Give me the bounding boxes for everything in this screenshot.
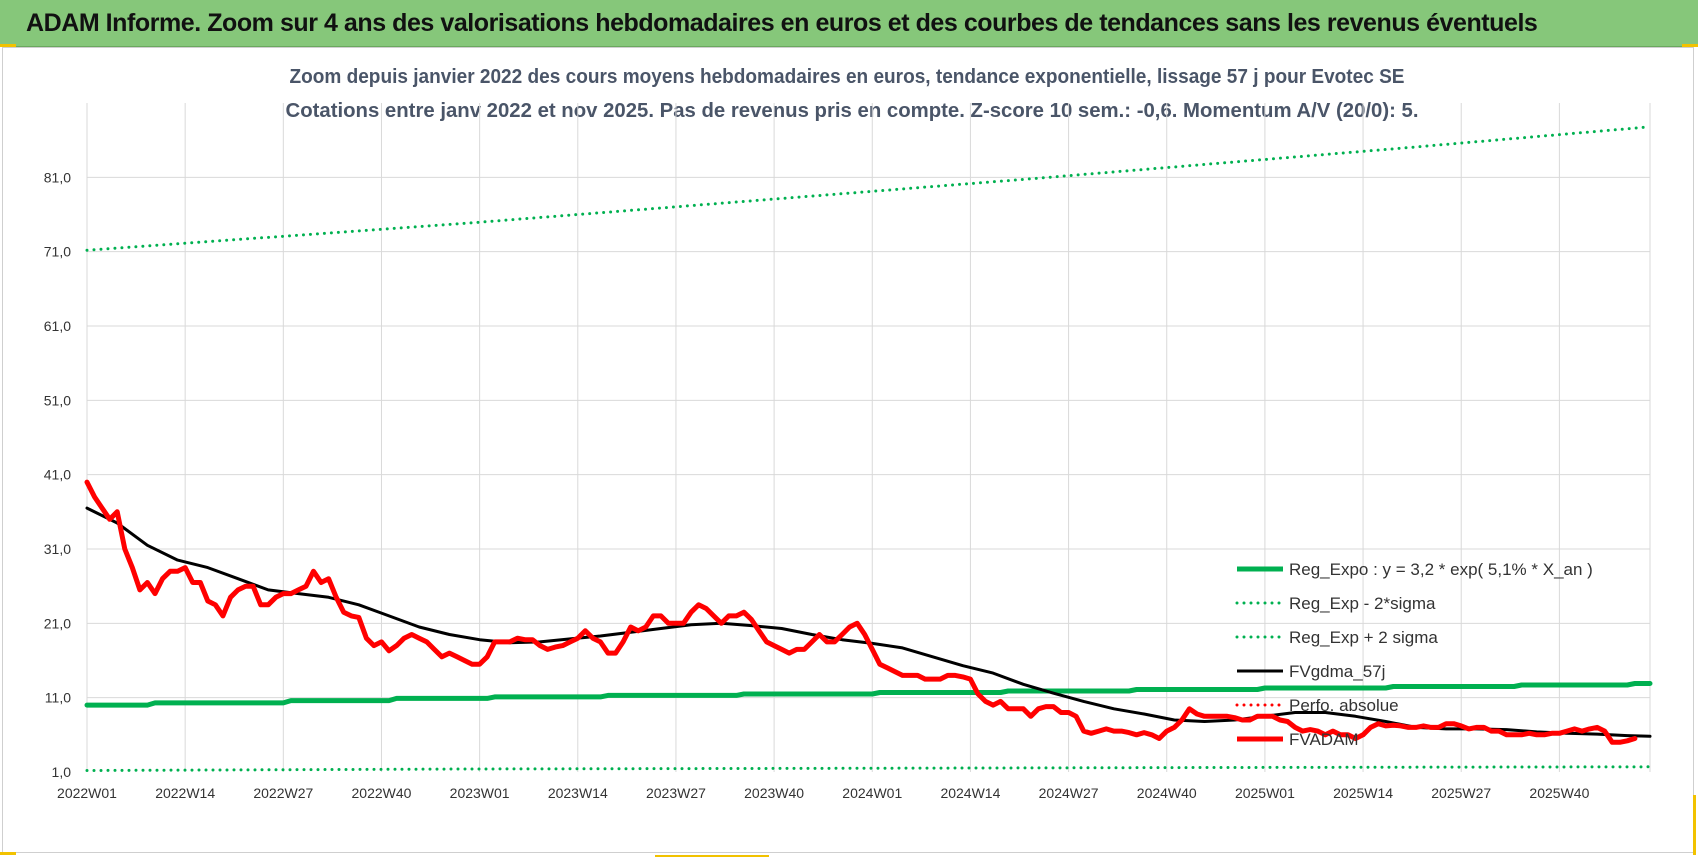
x-tick-label: 2022W27 [253, 785, 313, 801]
x-tick-label: 2024W40 [1137, 785, 1197, 801]
x-tick-label: 2022W01 [57, 785, 117, 801]
y-tick-label: 11,0 [45, 690, 71, 706]
legend-label: Reg_Exp + 2 sigma [1289, 628, 1438, 647]
axis-labels: 1,0 11,0 21,0 31,0 41,0 51,0 61,0 71,0 81,0 2022W… [44, 169, 1590, 801]
x-tick-label: 2025W01 [1235, 785, 1295, 801]
x-tick-label: 2023W01 [450, 785, 510, 801]
series-line-5 [84, 479, 1638, 745]
x-tick-label: 2022W40 [352, 785, 412, 801]
y-tick-label: 31,0 [44, 541, 71, 557]
x-tick-label: 2025W14 [1333, 785, 1393, 801]
banner-title: ADAM Informe. Zoom sur 4 ans des valoris… [26, 9, 1538, 37]
corner-marker [0, 44, 16, 47]
header-banner: ADAM Informe. Zoom sur 4 ans des valoris… [0, 0, 1698, 47]
series-line-1 [85, 765, 1652, 772]
legend: Reg_Expo : y = 3,2 * exp( 5,1% * X_an ) R… [1235, 560, 1593, 749]
x-tick-label: 2023W40 [744, 785, 804, 801]
x-tick-label: 2024W27 [1039, 785, 1099, 801]
legend-label: Reg_Expo : y = 3,2 * exp( 5,1% * X_an ) [1289, 560, 1593, 579]
series-lines [84, 125, 1653, 772]
x-tick-label: 2024W14 [940, 785, 1000, 801]
y-tick-label: 21,0 [44, 615, 71, 631]
y-tick-label: 41,0 [44, 467, 71, 483]
chart-subtitle: Cotations entre janv 2022 et nov 2025. P… [286, 100, 1419, 122]
legend-label: FVgdma_57j [1289, 662, 1385, 681]
corner-marker [1682, 44, 1698, 47]
y-tick-label: 51,0 [44, 392, 71, 408]
chart-frame [2, 47, 1694, 853]
y-tick-label: 1,0 [52, 764, 72, 780]
corner-marker [655, 855, 769, 857]
y-tick-label: 71,0 [44, 244, 71, 260]
chart-title: Zoom depuis janvier 2022 des cours moyen… [290, 66, 1405, 88]
legend-label: Reg_Exp - 2*sigma [1289, 594, 1436, 613]
x-tick-label: 2022W14 [155, 785, 215, 801]
x-tick-label: 2025W40 [1529, 785, 1589, 801]
gridlines [86, 103, 1651, 772]
x-tick-label: 2023W27 [646, 785, 706, 801]
series-line-0 [84, 681, 1653, 708]
y-tick-label: 61,0 [44, 318, 71, 334]
legend-label: Perfo. absolue [1289, 696, 1399, 715]
series-line-2 [85, 125, 1652, 252]
x-tick-label: 2025W27 [1431, 785, 1491, 801]
legend-label: FVADAM [1289, 730, 1359, 749]
x-tick-label: 2023W14 [548, 785, 608, 801]
x-tick-label: 2024W01 [842, 785, 902, 801]
corner-marker [0, 852, 16, 855]
y-tick-label: 81,0 [44, 169, 71, 185]
corner-marker [1693, 795, 1696, 855]
